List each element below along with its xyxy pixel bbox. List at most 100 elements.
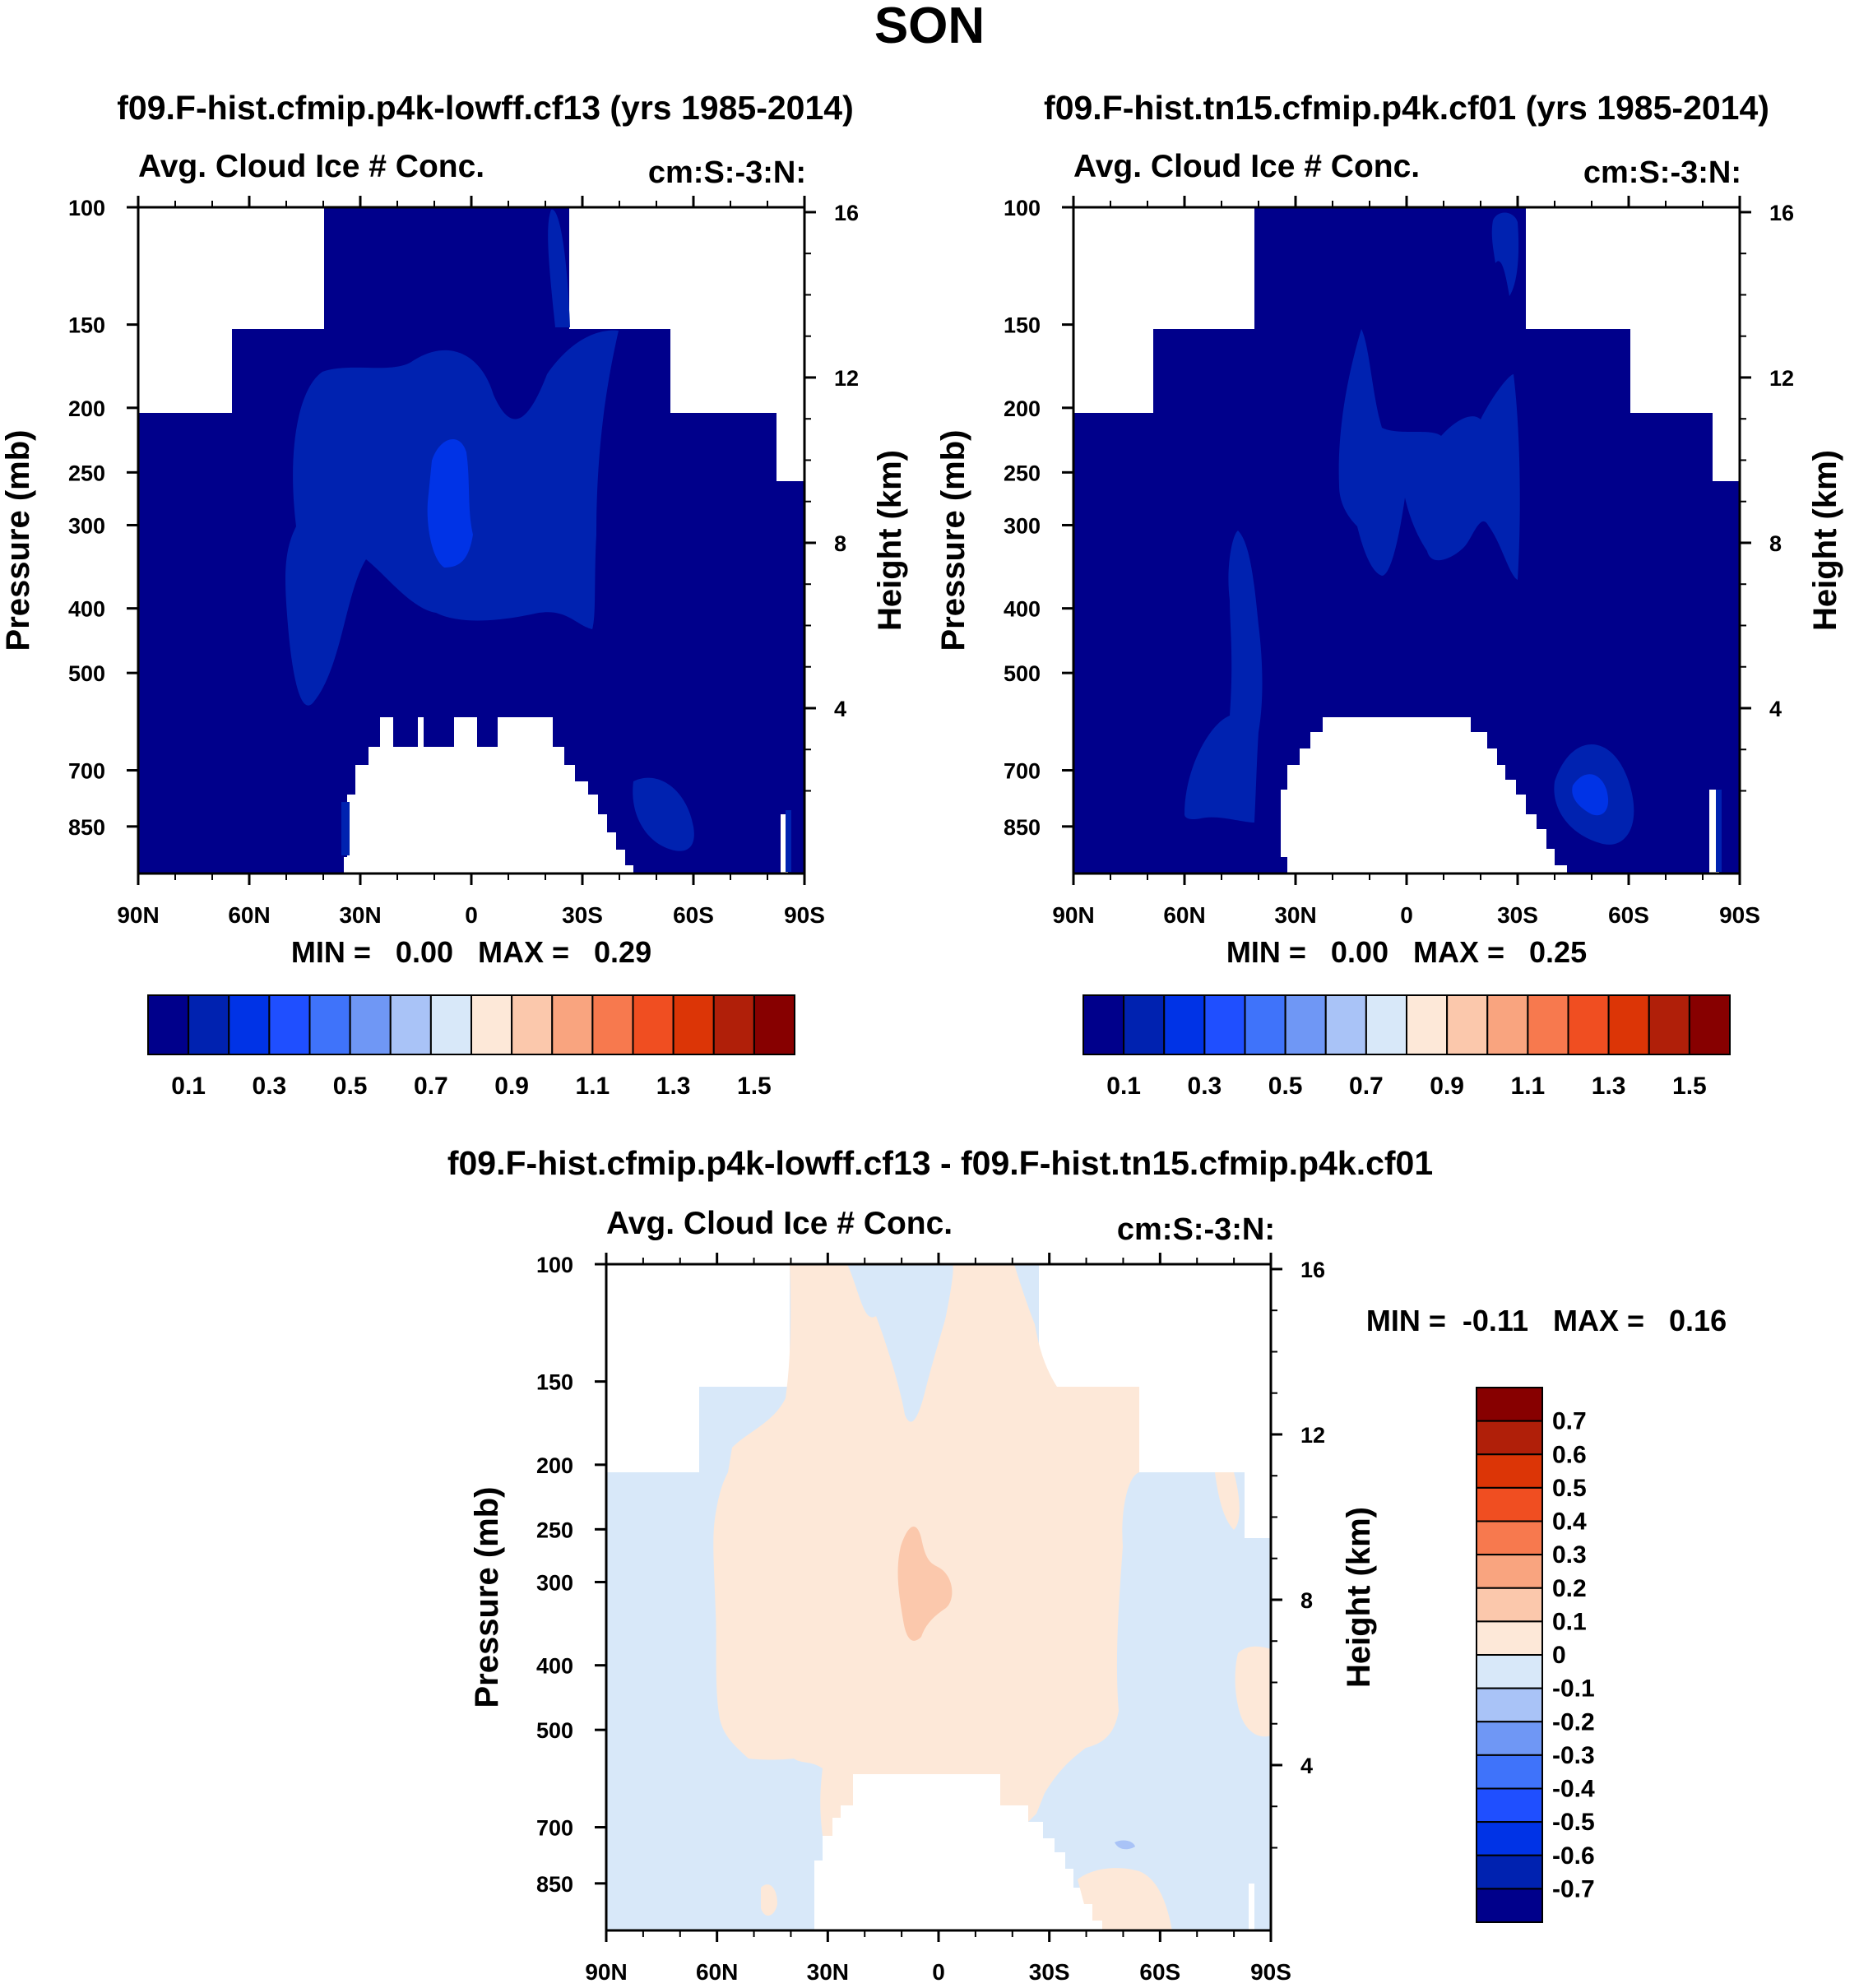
y-tick-label: 200 (536, 1453, 573, 1478)
colorbar-label: -0.1 (1552, 1675, 1595, 1703)
colorbar-swatch (1688, 994, 1731, 1055)
x-tick-label: 60N (228, 902, 270, 928)
x-tick-label: 30S (1497, 902, 1538, 928)
colorbar-swatch (1486, 994, 1529, 1055)
colorbar-label: -0.2 (1552, 1708, 1595, 1735)
colorbar-swatch (1476, 1554, 1543, 1589)
y-axis-label-right: Height (km) (1341, 1507, 1377, 1688)
colorbar-label: 1.5 (737, 1073, 772, 1100)
colorbar: 0.1 0.3 0.5 0.7 0.9 1.1 1.3 1.5 (147, 994, 795, 1100)
y-tick-label-right: 16 (1769, 201, 1794, 225)
colorbar-label: 0.2 (1552, 1575, 1587, 1602)
colorbar-swatch (1476, 1620, 1543, 1656)
min-max-label: MIN = 0.00 MAX = 0.29 (291, 935, 651, 969)
colorbar-swatch (1476, 1787, 1543, 1823)
y-tick-label: 100 (68, 196, 105, 220)
y-tick-label: 500 (536, 1718, 573, 1743)
y-axis-label-right: Height (km) (1807, 450, 1843, 631)
y-tick-label: 300 (68, 513, 105, 538)
colorbar-label: 0.6 (1552, 1441, 1587, 1468)
y-tick-label: 850 (68, 815, 105, 840)
case-title: f09.F-hist.tn15.cfmip.p4k.cf01 (yrs 1985… (1044, 89, 1769, 127)
x-tick-label: 90N (117, 902, 159, 928)
colorbar-swatch (1648, 994, 1690, 1055)
y-tick-label: 400 (1004, 597, 1041, 622)
x-tick-label: 30N (807, 1959, 849, 1985)
x-tick-label: 90S (1719, 902, 1760, 928)
y-tick-label: 300 (1004, 513, 1041, 538)
colorbar-swatch (1476, 1587, 1543, 1623)
units-label: cm:S:-3:N: (1117, 1212, 1275, 1247)
y-tick-label: 250 (68, 461, 105, 485)
colorbar-swatch (1244, 994, 1286, 1055)
colorbar-swatch (1527, 994, 1569, 1055)
x-tick-label: 0 (465, 902, 478, 928)
colorbar-swatch (632, 994, 675, 1055)
colorbar-label: 0.3 (1188, 1073, 1222, 1100)
y-axis-label: Pressure (mb) (469, 1487, 505, 1708)
x-tick-label: 60N (1163, 902, 1205, 928)
colorbar-swatch (1082, 994, 1125, 1055)
colorbar-label: 0.5 (333, 1073, 368, 1100)
colorbar-swatch (1446, 994, 1489, 1055)
colorbar-swatch (1476, 1654, 1543, 1689)
colorbar-swatch (591, 994, 634, 1055)
colorbar-swatch (1365, 994, 1407, 1055)
colorbar-swatch (1476, 1687, 1543, 1723)
axes: 90N 60N 30N 0 30S 60S 90S 100 150 200 250 300 400 500… (1004, 196, 1794, 928)
colorbar-swatch (1203, 994, 1246, 1055)
y-tick-label: 100 (536, 1253, 573, 1277)
y-tick-label-right: 12 (1300, 1423, 1325, 1448)
case-title: f09.F-hist.cfmip.p4k-lowff.cf13 (yrs 198… (117, 89, 853, 127)
y-axis-label: Pressure (mb) (935, 430, 971, 651)
y-tick-label-right: 4 (1769, 697, 1782, 721)
x-tick-label: 30N (1274, 902, 1316, 928)
colorbar-label: -0.5 (1552, 1809, 1595, 1836)
colorbar-swatch (349, 994, 392, 1055)
x-tick-label: 90S (1250, 1959, 1291, 1985)
y-tick-label: 500 (1004, 661, 1041, 686)
colorbar-label: 0.1 (1552, 1608, 1587, 1635)
x-tick-label: 0 (932, 1959, 945, 1985)
y-axis-label: Pressure (mb) (0, 430, 36, 651)
colorbar-swatch (551, 994, 594, 1055)
plot-title: Avg. Cloud Ice # Conc. (1073, 149, 1420, 184)
colorbar-label: -0.3 (1552, 1742, 1595, 1769)
y-tick-label: 700 (1004, 759, 1041, 784)
case-title: f09.F-hist.cfmip.p4k-lowff.cf13 - f09.F-… (447, 1144, 1433, 1182)
colorbar-label: 1.1 (1511, 1073, 1546, 1100)
colorbar-label: 1.3 (656, 1073, 691, 1100)
x-tick-label: 0 (1400, 902, 1413, 928)
x-tick-label: 90S (784, 902, 825, 928)
x-tick-label: 60S (1139, 1959, 1180, 1985)
colorbar-swatch (511, 994, 554, 1055)
colorbar-swatch (1476, 1754, 1543, 1790)
x-tick-label: 60S (1608, 902, 1649, 928)
colorbar-label: 0.5 (1268, 1073, 1303, 1100)
y-tick-label: 700 (68, 759, 105, 784)
x-tick-label: 30N (339, 902, 381, 928)
colorbar-swatch (1476, 1453, 1543, 1489)
y-tick-label-right: 4 (834, 697, 846, 721)
x-tick-label: 90N (1052, 902, 1094, 928)
colorbar-swatch (1476, 1387, 1543, 1422)
plot-title: Avg. Cloud Ice # Conc. (138, 149, 484, 184)
page-title: SON (874, 0, 985, 54)
colorbar-swatch (308, 994, 351, 1055)
x-tick-label: 60N (696, 1959, 738, 1985)
y-tick-label-right: 16 (1300, 1258, 1325, 1282)
colorbar-swatch (228, 994, 271, 1055)
colorbar-swatch (753, 994, 795, 1055)
colorbar-swatch (1607, 994, 1650, 1055)
colorbar-swatch (1476, 1854, 1543, 1890)
colorbar-label: 0.7 (1349, 1073, 1384, 1100)
colorbar-swatch (1123, 994, 1166, 1055)
y-tick-label: 250 (1004, 461, 1041, 485)
units-label: cm:S:-3:N: (648, 155, 806, 190)
colorbar-label: 0.7 (1552, 1408, 1587, 1435)
colorbar-swatch (1476, 1520, 1543, 1556)
y-tick-label: 100 (1004, 196, 1041, 220)
x-tick-label: 30S (1029, 1959, 1070, 1985)
colorbar-swatch (389, 994, 432, 1055)
